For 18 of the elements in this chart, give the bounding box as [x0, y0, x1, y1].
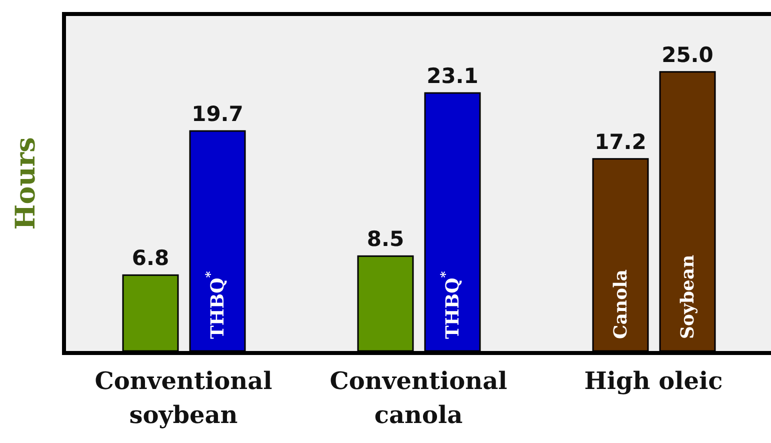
x-tick-label: High oleic — [584, 366, 723, 395]
annotation: Canola — [610, 269, 631, 339]
bar — [122, 274, 179, 351]
bar — [592, 158, 649, 351]
data-label: 19.7 — [192, 102, 244, 126]
data-label: 6.8 — [132, 246, 170, 270]
data-label: 25.0 — [662, 42, 714, 67]
data-label: 17.2 — [594, 130, 646, 154]
bar — [357, 255, 414, 351]
data-label: 8.5 — [366, 227, 404, 252]
bar — [189, 130, 246, 351]
x-tick-label: Conventional canola — [330, 366, 508, 429]
annotation: Soybean — [677, 254, 698, 339]
bar — [659, 71, 716, 351]
x-tick-label: Conventional soybean — [94, 366, 272, 429]
data-label: 23.1 — [426, 64, 478, 88]
bar — [424, 92, 481, 351]
y-axis-title: Hours — [10, 137, 42, 230]
